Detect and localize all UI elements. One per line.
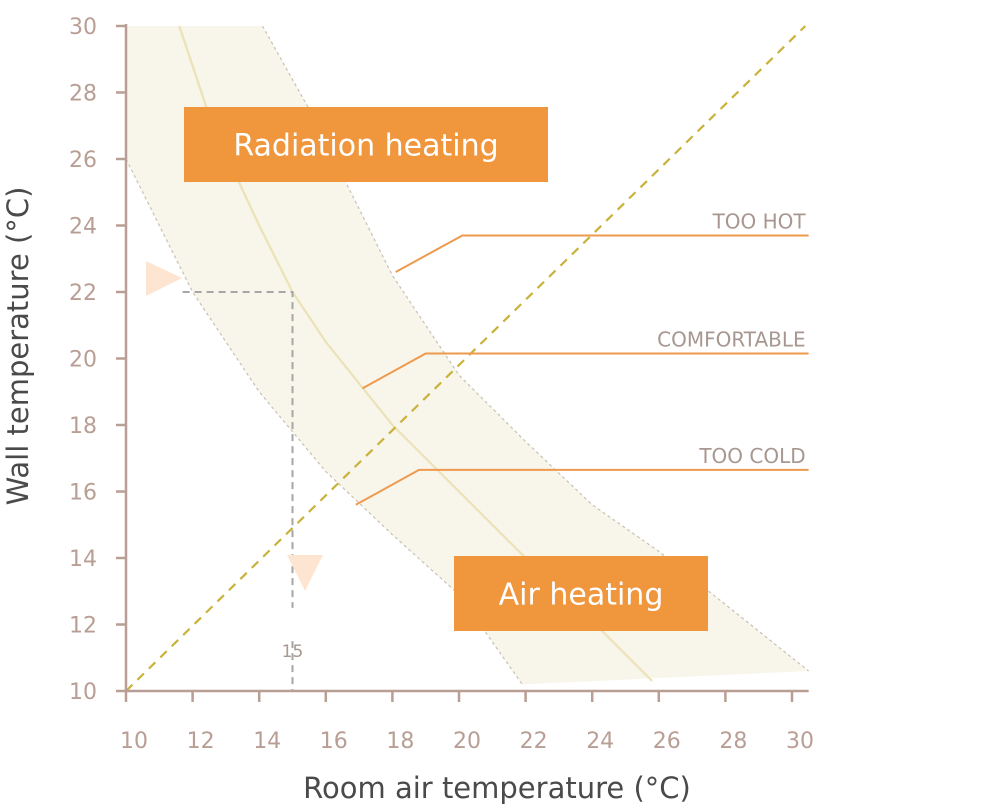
- x-tick-label: 10: [120, 729, 148, 754]
- x-tick-label: 12: [187, 729, 215, 754]
- zone-leaders: TOO HOT COMFORTABLE TOO COLD: [355, 209, 809, 506]
- equal-temperature-line: [125, 25, 807, 692]
- zone-label: COMFORTABLE: [657, 328, 806, 352]
- radiation-heating-label: Radiation heating: [233, 129, 498, 164]
- region-boxes: Radiation heating Air heating: [184, 107, 708, 631]
- y-tick-label: 30: [69, 15, 97, 40]
- y-tick-label: 26: [69, 148, 97, 173]
- x-tick-label: 26: [653, 729, 681, 754]
- y-tick-label: 12: [69, 614, 97, 639]
- x-axis-title: Room air temperature (°C): [303, 771, 691, 805]
- y-tick-label: 24: [69, 215, 97, 240]
- comfort-band-area: [126, 26, 809, 685]
- y-tick-label: 28: [69, 82, 97, 107]
- y-tick-label: 18: [69, 414, 97, 439]
- x-tick-label: 30: [786, 729, 814, 754]
- comfort-band: [126, 26, 809, 685]
- axes: 10 12 14 16 18 20 22 24 26 28 30 10 12 14 16 18 20 22 24 26…: [69, 15, 814, 754]
- x-tick-label: 22: [520, 729, 548, 754]
- x-tick-label: 16: [320, 729, 348, 754]
- y-tick-label: 10: [69, 680, 97, 705]
- zone-label: TOO COLD: [698, 444, 805, 468]
- y-tick-label: 14: [69, 547, 97, 572]
- y-tick-label: 16: [69, 481, 97, 506]
- reference-x-label: 15: [282, 642, 304, 662]
- reference-lines: 15: [146, 261, 323, 691]
- radiation-heating-box: [184, 107, 548, 182]
- x-tick-label: 18: [386, 729, 414, 754]
- air-heating-label: Air heating: [499, 578, 664, 613]
- air-temp-marker: [287, 555, 323, 591]
- zone-leader-line: [395, 234, 809, 273]
- x-tick-label: 28: [719, 729, 747, 754]
- x-tick-label: 20: [453, 729, 481, 754]
- zone-leader-line: [361, 352, 809, 390]
- wall-temp-marker: [146, 261, 182, 296]
- reference-crosshair: [182, 291, 294, 608]
- x-tick-label: 14: [253, 729, 281, 754]
- y-tick-label: 22: [69, 281, 97, 306]
- air-heating-box: [454, 556, 708, 631]
- zone-leader-line: [355, 468, 809, 506]
- y-tick-label: 20: [69, 348, 97, 373]
- x-tick-label: 24: [586, 729, 614, 754]
- y-axis-title: Wall temperature (°C): [1, 187, 35, 506]
- zone-label: TOO HOT: [712, 209, 807, 233]
